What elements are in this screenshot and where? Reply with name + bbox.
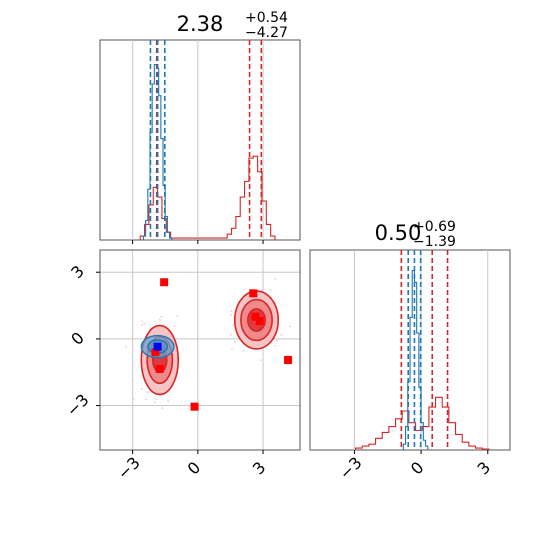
sample-point xyxy=(230,310,233,313)
quantile-lines xyxy=(400,250,449,450)
x-tick-label: 3 xyxy=(474,458,495,479)
marker-red xyxy=(151,348,160,357)
sample-point xyxy=(230,334,232,336)
hist-red xyxy=(139,155,276,240)
x-tick-label: 3 xyxy=(249,458,270,479)
sample-point xyxy=(159,318,161,321)
sample-point xyxy=(274,278,277,280)
y-tick-label: 0 xyxy=(67,328,88,349)
marker-red xyxy=(249,289,258,298)
sample-point xyxy=(132,397,135,400)
sample-point xyxy=(178,357,181,360)
x-tick-label: −3 xyxy=(114,453,144,483)
param2-title: 0.50 xyxy=(375,221,422,245)
sample-point xyxy=(234,340,236,343)
sample-point xyxy=(160,315,163,318)
hist-red xyxy=(355,396,490,450)
sample-point xyxy=(230,314,233,317)
quantile-lines xyxy=(149,40,263,240)
sample-point xyxy=(176,315,178,318)
sample-point xyxy=(139,349,141,352)
title-value: 0.50 xyxy=(375,221,422,245)
sample-point xyxy=(274,344,277,347)
y-tick-label: 3 xyxy=(67,262,88,283)
title-minus: −4.27 xyxy=(245,25,288,41)
title-plus: +0.69 xyxy=(413,219,456,235)
density-contours xyxy=(140,290,280,396)
panel-frame xyxy=(99,39,301,241)
sample-point xyxy=(141,324,143,327)
sample-point xyxy=(154,401,156,404)
sample-point xyxy=(145,398,147,401)
grid xyxy=(132,40,264,240)
joint-distribution: −3 0 3 −3 0 3 xyxy=(63,249,301,483)
marker-blue xyxy=(153,342,162,351)
x-tick-marks xyxy=(132,240,264,244)
histograms xyxy=(139,63,276,240)
sample-point xyxy=(167,400,169,402)
histograms xyxy=(355,270,490,450)
sample-point xyxy=(161,407,164,410)
sample-point xyxy=(289,325,291,328)
sample-point xyxy=(259,359,262,362)
title-minus: −1.39 xyxy=(413,234,456,250)
x-tick-label: 0 xyxy=(407,458,428,479)
hist-blue xyxy=(402,270,429,450)
sample-point xyxy=(155,398,158,400)
marker-red xyxy=(284,356,293,364)
sample-point xyxy=(231,348,233,350)
truth-markers xyxy=(151,278,293,411)
sample-point xyxy=(280,334,283,336)
sample-point xyxy=(141,320,143,323)
sample-point xyxy=(146,391,149,394)
x-tick-label: 0 xyxy=(184,458,205,479)
sample-point xyxy=(232,323,234,326)
y-ticks: −3 0 3 xyxy=(63,262,100,420)
sample-point xyxy=(143,322,146,325)
sample-point xyxy=(269,289,272,292)
sample-point xyxy=(260,289,263,292)
sample-point xyxy=(140,388,143,390)
sample-point xyxy=(173,325,176,328)
title-value: 2.38 xyxy=(177,12,224,36)
marker-red xyxy=(190,402,199,411)
marker-red xyxy=(255,317,264,326)
sample-point xyxy=(242,349,245,352)
grid xyxy=(100,250,300,450)
y-tick-label: −3 xyxy=(63,390,93,420)
x-ticks: −3 0 3 xyxy=(114,450,270,483)
marginal-hist-param2: −3 0 3 0.50 +0.69 −1.39 xyxy=(309,219,511,483)
sample-point xyxy=(275,339,278,342)
x-ticks: −3 0 3 xyxy=(335,450,494,483)
x-tick-label: −3 xyxy=(335,453,365,483)
marker-red xyxy=(160,278,169,287)
title-plus: +0.54 xyxy=(245,10,288,26)
panel-frame xyxy=(99,249,301,451)
marginal-hist-param1: 2.38 +0.54 −4.27 xyxy=(99,10,301,244)
marker-red xyxy=(251,312,260,321)
sample-point xyxy=(125,345,127,348)
param1-title: 2.38 xyxy=(177,12,224,36)
marker-red xyxy=(155,364,164,373)
panel-frame xyxy=(309,249,511,451)
